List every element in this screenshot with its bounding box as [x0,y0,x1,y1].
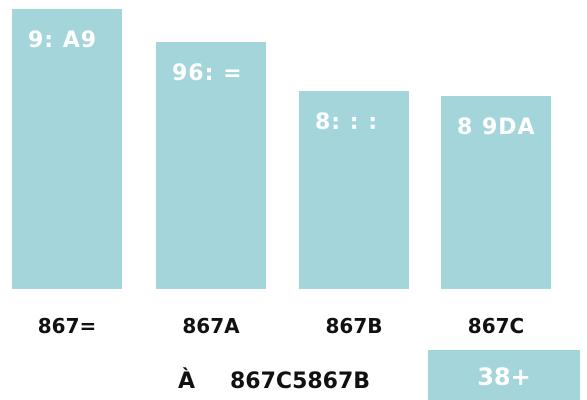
footer: À 867C5867B 38+ [178,350,580,400]
bar-value-label-1: 9: A9 [28,28,97,53]
bar-value-labels: 9: A9 96: = 8: : : 8 9DA [28,28,536,140]
bar-4 [441,96,551,289]
footer-badge-text: 38+ [477,363,531,391]
bar-value-label-4: 8 9DA [457,115,536,140]
footer-range-text: 867C5867B [230,369,370,394]
footer-prefix: À [178,368,195,394]
category-label-2: 867A [182,314,240,338]
bars [12,9,551,289]
bar-1 [12,9,122,289]
category-label-3: 867B [326,314,383,338]
bar-3 [299,91,409,289]
footer-badge [428,350,580,400]
bar-value-label-2: 96: = [172,61,243,86]
category-label-1: 867= [38,314,97,338]
category-labels: 867= 867A 867B 867C [38,314,524,338]
bar-2 [156,42,266,289]
bar-value-label-3: 8: : : [315,110,378,135]
category-label-4: 867C [468,314,524,338]
